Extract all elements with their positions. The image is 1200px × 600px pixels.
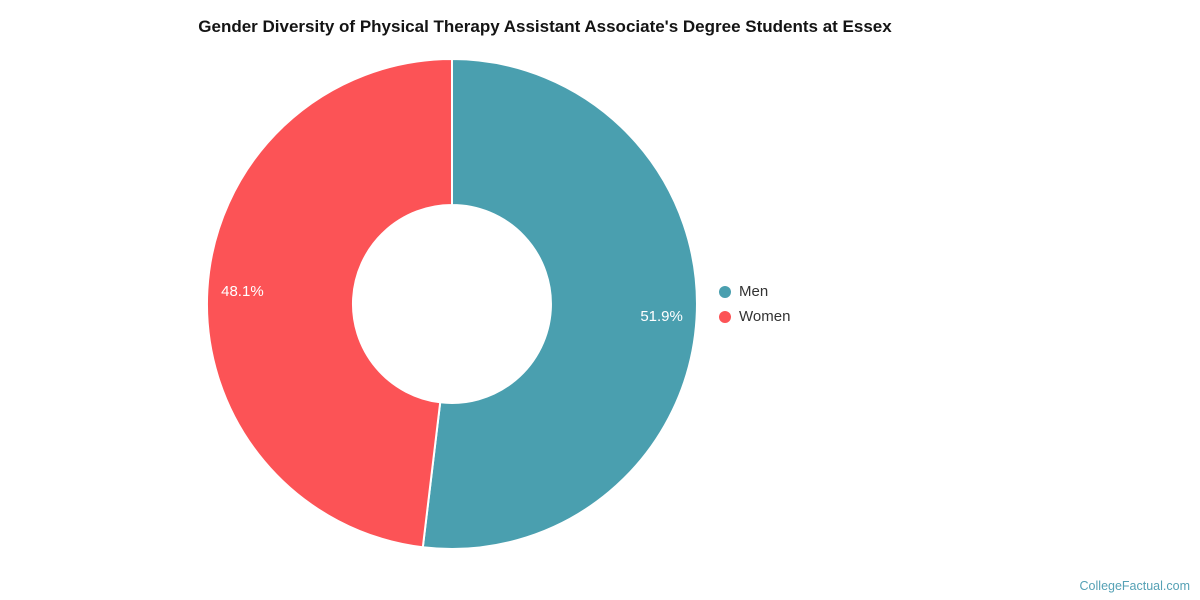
legend-item-women[interactable]: Women [719, 304, 790, 329]
legend: Men Women [719, 279, 790, 329]
legend-swatch-circle-icon-men [719, 285, 731, 298]
pie-slice-women[interactable] [206, 58, 453, 549]
legend-label-women: Women [739, 308, 791, 325]
watermark-link[interactable]: CollegeFactual.com [1079, 579, 1190, 593]
slice-label-women: 48.1% [221, 283, 264, 300]
legend-label-men: Men [739, 283, 769, 300]
slice-label-men: 51.9% [640, 308, 683, 325]
legend-item-men[interactable]: Men [719, 279, 790, 304]
pie-slice-men[interactable] [421, 58, 698, 550]
legend-swatch-circle-icon-women [719, 310, 731, 323]
chart-title: Gender Diversity of Physical Therapy Ass… [198, 17, 892, 36]
